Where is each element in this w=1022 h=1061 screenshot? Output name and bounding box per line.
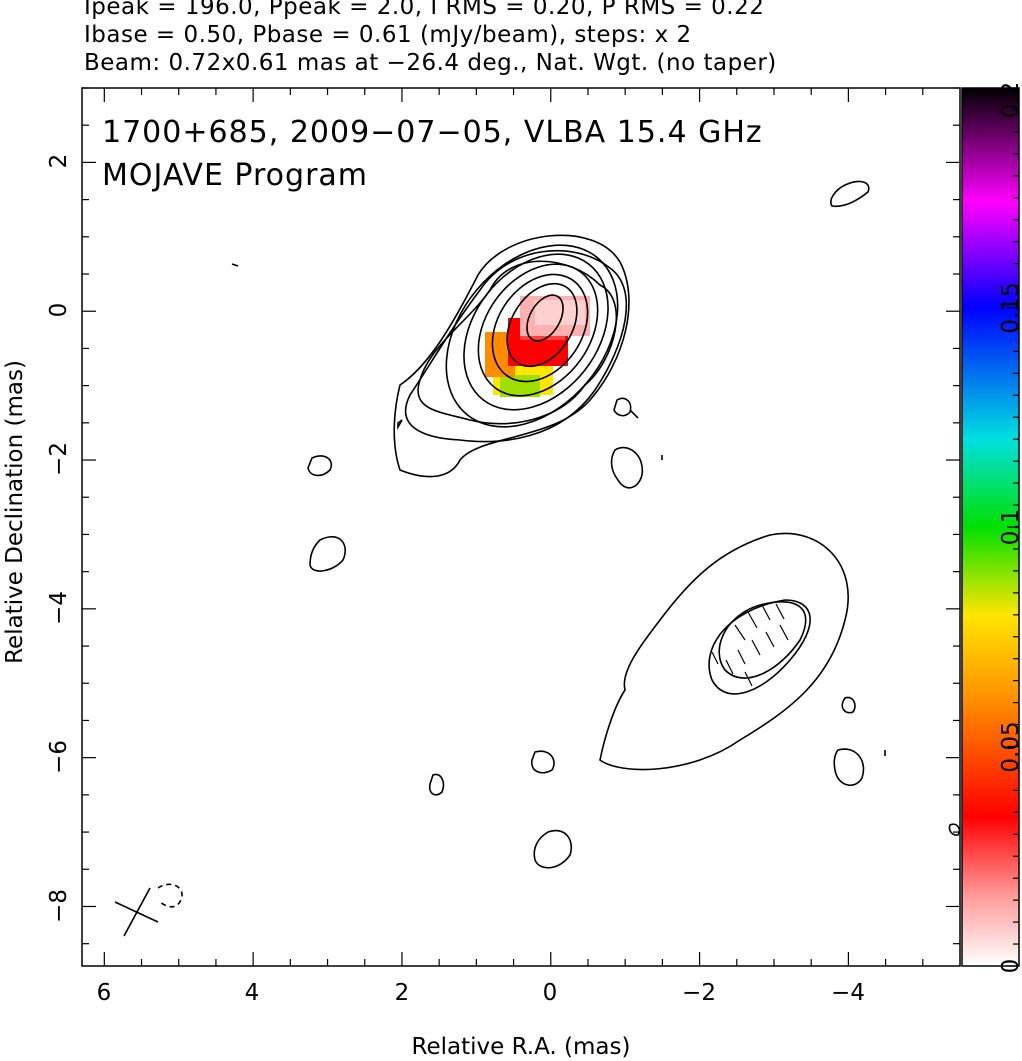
colorbar-tick-0-1: 0.1 [998,509,1022,546]
x-tick-2: 2 [395,980,410,1006]
colorbar-ticks [1007,87,1019,967]
header-base-levels: Ibase = 0.50, Pbase = 0.61 (mJy/beam), s… [84,22,692,48]
x-tick-neg4: −4 [831,980,865,1006]
chart-title: 1700+685, 2009−07−05, VLBA 15.4 GHz [102,115,763,150]
axis-ticks [82,87,960,966]
y-tick-neg4: −4 [46,591,72,625]
x-tick-0: 0 [543,980,558,1006]
y-tick-2: 2 [46,154,72,169]
header-beam: Beam: 0.72x0.61 mas at −26.4 deg., Nat. … [84,50,777,76]
x-axis-label: Relative R.A. (mas) [412,1034,631,1060]
chart-subtitle: MOJAVE Program [102,158,368,193]
colorbar-tick-0-05: 0.05 [998,721,1022,772]
contours [231,180,960,869]
colorbar-tick-0-2: 0.2 [998,82,1022,119]
y-tick-neg2: −2 [46,442,72,476]
colorbar-tick-0: 0 [998,959,1022,974]
y-axis-label: Relative Declination (mas) [2,360,28,664]
plot-frame [81,87,961,967]
colorbar-tick-0-15: 0.15 [998,282,1022,333]
y-tick-neg6: −6 [46,740,72,774]
y-tick-neg8: −8 [46,889,72,923]
beam-cross [114,883,183,937]
hatching [711,603,789,687]
y-tick-0: 0 [46,303,72,318]
x-tick-4: 4 [245,980,260,1006]
x-tick-6: 6 [97,980,112,1006]
x-tick-neg2: −2 [682,980,716,1006]
header-peak-rms: Ipeak = 196.0, Ppeak = 2.0, I RMS = 0.20… [84,0,765,20]
